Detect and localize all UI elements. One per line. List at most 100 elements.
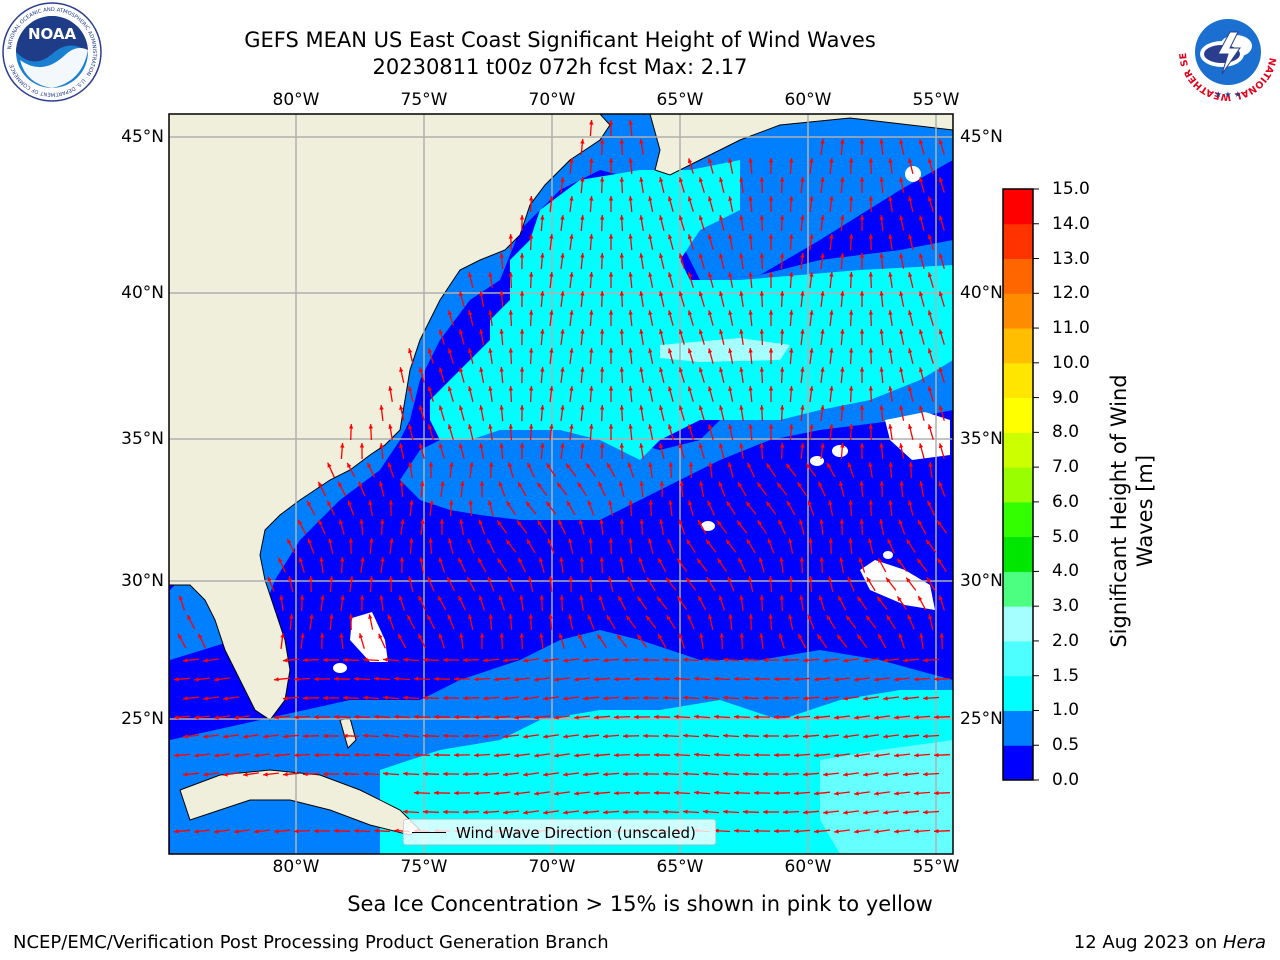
wave-arrow xyxy=(879,176,884,194)
wave-arrow xyxy=(763,809,779,815)
wave-arrow xyxy=(885,577,897,591)
wave-arrow xyxy=(549,423,554,441)
wave-arrow xyxy=(388,575,393,593)
wave-arrow xyxy=(526,538,536,554)
wave-arrow xyxy=(653,790,671,796)
wave-arrow xyxy=(719,177,725,193)
wave-arrow xyxy=(214,753,230,758)
wave-arrow xyxy=(687,310,694,326)
wave-arrow xyxy=(933,753,951,758)
wave-arrow xyxy=(748,385,753,403)
wave-arrow xyxy=(398,595,406,611)
wave-arrow xyxy=(619,481,625,497)
wave-arrow xyxy=(278,557,286,573)
wave-arrow xyxy=(447,348,454,364)
wave-arrow xyxy=(549,195,554,213)
wave-arrow xyxy=(639,366,644,384)
wave-arrow xyxy=(447,310,454,326)
colorbar-label-line2: Waves [m] xyxy=(1133,454,1157,568)
wave-arrow xyxy=(234,829,250,834)
wave-arrow xyxy=(696,558,708,572)
wave-arrow xyxy=(462,733,480,739)
wave-arrow xyxy=(529,385,534,403)
wave-arrow xyxy=(793,791,811,796)
wave-arrow xyxy=(668,386,674,402)
wave-arrow xyxy=(408,348,414,364)
colorbar-swatch xyxy=(1003,328,1033,364)
wave-arrow xyxy=(619,176,624,194)
wave-arrow xyxy=(657,633,667,649)
wave-arrow xyxy=(887,538,895,554)
wave-arrow xyxy=(589,423,594,441)
wave-arrow xyxy=(733,790,751,795)
wave-arrow xyxy=(809,272,814,288)
wave-arrow xyxy=(318,519,326,535)
wave-arrow xyxy=(662,657,680,662)
wave-arrow xyxy=(438,329,445,345)
wave-arrow xyxy=(659,443,665,459)
wave-arrow xyxy=(602,810,620,815)
wave-arrow xyxy=(877,633,887,649)
wave-arrow xyxy=(668,272,674,288)
wave-arrow xyxy=(668,310,674,326)
lat-tick-left: 45°N xyxy=(121,127,164,147)
wave-arrow xyxy=(834,791,850,796)
wave-arrow xyxy=(588,537,593,555)
wave-arrow xyxy=(333,828,351,834)
wave-arrow xyxy=(919,480,925,498)
wave-arrow xyxy=(789,347,794,365)
wave-arrow xyxy=(540,366,545,384)
wave-arrow xyxy=(719,443,725,459)
wave-arrow xyxy=(320,632,325,650)
wave-arrow xyxy=(298,557,305,573)
wave-arrow xyxy=(619,252,624,270)
wave-arrow xyxy=(868,499,873,517)
wave-arrow xyxy=(326,500,336,516)
wave-arrow xyxy=(693,790,711,795)
wave-arrow xyxy=(773,828,791,834)
wave-arrow xyxy=(722,695,740,700)
wave-arrow xyxy=(759,366,764,384)
wave-arrow xyxy=(662,695,680,700)
wave-arrow xyxy=(349,576,354,592)
colorbar-tick-label: 10.0 xyxy=(1052,352,1090,373)
wave-arrow xyxy=(488,386,493,402)
wave-arrow xyxy=(540,404,545,422)
wave-arrow xyxy=(719,291,725,307)
wave-arrow xyxy=(854,715,870,720)
wave-arrow xyxy=(859,177,865,193)
wave-arrow xyxy=(763,733,779,739)
wave-arrow xyxy=(849,385,854,403)
wave-arrow xyxy=(613,791,631,796)
wave-arrow xyxy=(908,424,914,440)
lon-tick-bottom: 75°W xyxy=(400,857,448,877)
wave-arrow xyxy=(868,461,873,479)
wave-arrow xyxy=(789,271,794,289)
wave-arrow xyxy=(708,272,714,288)
wave-arrow xyxy=(662,733,680,738)
wave-arrow xyxy=(560,329,565,345)
wave-arrow xyxy=(214,677,230,682)
wave-arrow xyxy=(508,423,513,441)
wave-arrow xyxy=(499,366,504,384)
wave-arrow xyxy=(387,614,395,630)
wave-arrow xyxy=(678,367,685,383)
wave-arrow xyxy=(342,695,360,700)
wave-arrow xyxy=(829,423,834,441)
wave-arrow xyxy=(458,595,466,611)
wave-arrow xyxy=(519,328,525,346)
wave-arrow xyxy=(437,595,447,611)
wave-arrow xyxy=(608,348,614,364)
wave-arrow xyxy=(399,405,405,421)
wave-arrow xyxy=(519,214,525,232)
wave-arrow xyxy=(346,462,356,478)
wave-arrow xyxy=(488,272,493,288)
colorbar-tick-label: 1.0 xyxy=(1052,700,1080,721)
wave-arrow xyxy=(757,519,767,535)
wave-arrow xyxy=(289,613,294,631)
wave-arrow xyxy=(727,576,735,592)
wave-arrow xyxy=(898,519,906,535)
wave-arrow xyxy=(540,328,545,346)
wave-arrow xyxy=(194,715,210,720)
wave-arrow xyxy=(173,829,191,834)
